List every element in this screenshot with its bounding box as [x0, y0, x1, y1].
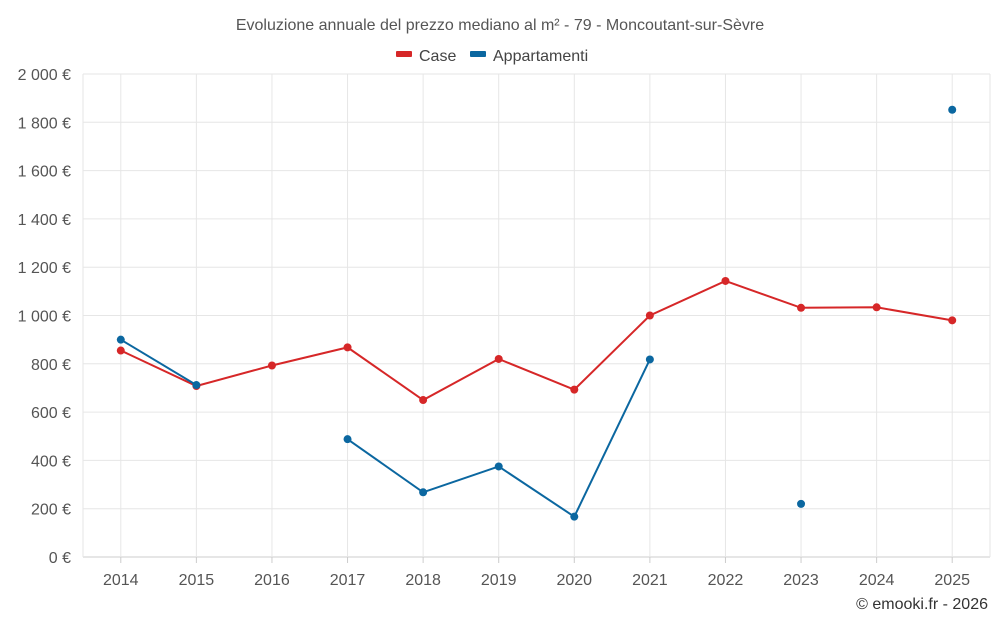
- appartamenti-point-2019[interactable]: [494, 462, 503, 471]
- case-point-2014[interactable]: [116, 346, 125, 355]
- case-point-2024[interactable]: [872, 303, 881, 312]
- y-tick-label: 1 000 €: [18, 309, 71, 326]
- appartamenti-legend-swatch[interactable]: [470, 51, 486, 57]
- y-tick-label: 0 €: [49, 550, 71, 567]
- y-tick-label: 1 200 €: [18, 260, 71, 277]
- x-tick-label: 2023: [783, 572, 819, 589]
- appartamenti-point-2025[interactable]: [948, 105, 957, 114]
- case-legend-label[interactable]: Case: [419, 48, 456, 65]
- y-tick-label: 1 400 €: [18, 212, 71, 229]
- appartamenti-point-2017[interactable]: [343, 435, 352, 444]
- appartamenti-point-2021[interactable]: [645, 355, 654, 364]
- case-point-2017[interactable]: [343, 343, 352, 352]
- appartamenti-point-2020[interactable]: [570, 512, 579, 521]
- y-tick-label: 200 €: [31, 502, 71, 519]
- x-tick-label: 2025: [934, 572, 970, 589]
- appartamenti-point-2014[interactable]: [116, 335, 125, 344]
- credit-text: © emooki.fr - 2026: [856, 596, 988, 613]
- case-point-2018[interactable]: [419, 396, 428, 405]
- case-point-2023[interactable]: [797, 303, 806, 312]
- legend[interactable]: Case Appartamenti: [396, 48, 588, 65]
- chart-title: Evoluzione annuale del prezzo mediano al…: [236, 17, 764, 34]
- case-point-2019[interactable]: [494, 354, 503, 363]
- series-case: [116, 276, 957, 405]
- x-tick-label: 2022: [708, 572, 744, 589]
- case-point-2016[interactable]: [267, 361, 276, 370]
- x-tick-label: 2019: [481, 572, 517, 589]
- case-line: [120, 279, 953, 402]
- appartamenti-point-2018[interactable]: [419, 488, 428, 497]
- grid: [82, 73, 991, 563]
- appartamenti-legend-label[interactable]: Appartamenti: [493, 48, 588, 65]
- x-tick-label: 2016: [254, 572, 290, 589]
- x-tick-label: 2015: [179, 572, 215, 589]
- case-point-2021[interactable]: [645, 311, 654, 320]
- x-tick-label: 2024: [859, 572, 895, 589]
- case-legend-swatch[interactable]: [396, 51, 412, 57]
- y-tick-label: 800 €: [31, 357, 71, 374]
- y-tick-label: 1 800 €: [18, 115, 71, 132]
- x-axis: 2014 2015 2016 2017 2018 2019 2020 2021 2022 2023…: [103, 572, 970, 589]
- series-appartamenti: [116, 105, 957, 521]
- case-point-2025[interactable]: [948, 316, 957, 325]
- appartamenti-point-2023[interactable]: [797, 499, 806, 508]
- appartamenti-line: [120, 338, 197, 386]
- y-tick-label: 400 €: [31, 453, 71, 470]
- y-tick-label: 600 €: [31, 405, 71, 422]
- case-point-2022[interactable]: [721, 276, 730, 285]
- x-tick-label: 2014: [103, 572, 139, 589]
- y-tick-label: 2 000 €: [18, 67, 71, 84]
- y-tick-label: 1 600 €: [18, 164, 71, 181]
- x-tick-label: 2021: [632, 572, 668, 589]
- appartamenti-point-2015[interactable]: [192, 381, 201, 390]
- y-axis: 0 € 200 € 400 € 600 € 800 € 1 000 € 1 200 € 1 4…: [18, 67, 71, 567]
- x-tick-label: 2017: [330, 572, 366, 589]
- x-tick-label: 2018: [405, 572, 441, 589]
- series-layer: [116, 105, 957, 521]
- case-point-2020[interactable]: [570, 385, 579, 394]
- x-tick-label: 2020: [556, 572, 592, 589]
